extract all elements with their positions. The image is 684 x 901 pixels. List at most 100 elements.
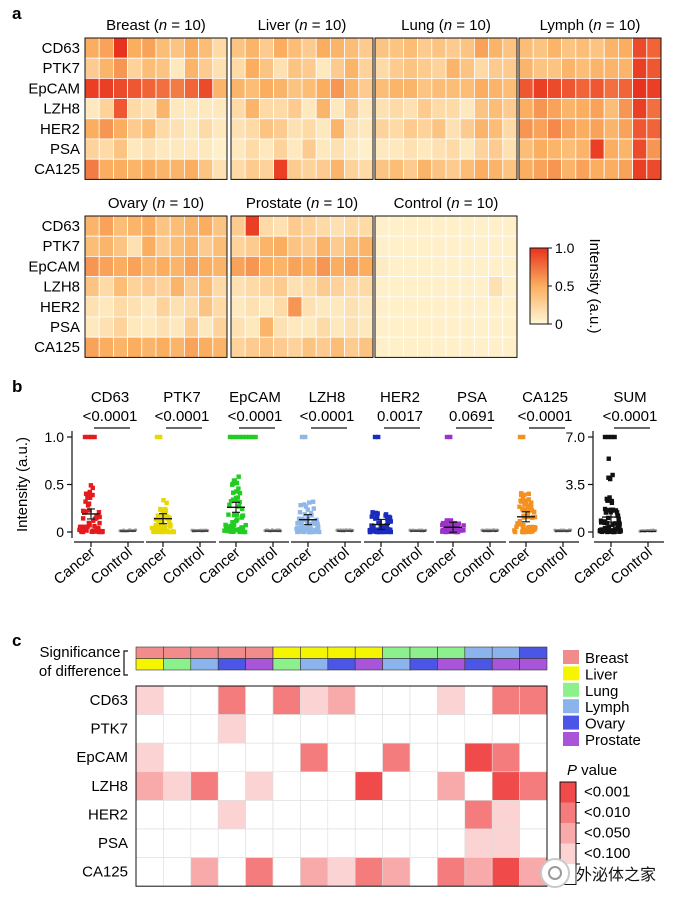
- heatmap-cell: [155, 255, 171, 277]
- matrix-cell: [245, 800, 274, 830]
- heatmap-cell: [344, 336, 360, 358]
- marker-title: CD63: [91, 389, 129, 406]
- heatmap-cell: [431, 235, 447, 257]
- heatmap-cell: [473, 235, 489, 257]
- cancer-point: [297, 510, 303, 515]
- matrix-cell: [217, 800, 246, 830]
- heatmap-cell: [287, 78, 303, 100]
- heatmap-cell: [561, 98, 577, 120]
- heatmap-cell: [589, 158, 605, 180]
- cancer-point: [526, 497, 531, 502]
- heatmap-cell: [113, 255, 129, 277]
- heatmap-cell: [169, 158, 185, 180]
- heatmap-cell: [518, 138, 534, 160]
- heatmap-cell: [230, 118, 246, 140]
- matrix-cell: [190, 685, 219, 715]
- comparison-group-a: [519, 646, 548, 659]
- cancer-point: [92, 516, 98, 521]
- heatmap-cell: [212, 98, 228, 120]
- heatmap-cell: [358, 78, 374, 100]
- heatmap-cell: [445, 57, 461, 79]
- cancer-point: [461, 528, 466, 533]
- heatmap-cell: [518, 78, 534, 100]
- matrix-cell: [135, 800, 164, 830]
- cancer-point: [224, 526, 229, 532]
- heatmap-cell: [459, 336, 475, 358]
- heatmap-cell: [141, 316, 157, 338]
- heatmap-cell: [632, 37, 648, 59]
- heatmap-cell: [603, 57, 619, 79]
- heatmap-cell: [459, 78, 475, 100]
- cancer-point: [237, 526, 243, 532]
- heatmap-cell: [301, 255, 317, 277]
- heatmap-cell: [344, 276, 360, 298]
- heatmap-cell: [230, 98, 246, 120]
- heatmap-cell: [603, 138, 619, 160]
- cancer-point: [228, 528, 233, 533]
- heatmap-cell: [388, 57, 404, 79]
- heatmap-cell: [502, 255, 518, 277]
- matrix-cell: [437, 800, 466, 830]
- heatmap-cell: [431, 316, 447, 338]
- heatmap-cell: [98, 276, 114, 298]
- matrix-cell: [272, 714, 301, 744]
- colorbar-label: Intensity (a.u.): [586, 238, 603, 333]
- matrix-cell: [272, 685, 301, 715]
- cancer-point: [90, 492, 95, 498]
- heatmap-cell: [358, 138, 374, 160]
- p-legend-title: P value: [567, 762, 617, 779]
- heatmap-cell: [141, 118, 157, 140]
- matrix-row-label: LZH8: [91, 778, 128, 795]
- marker-title: CA125: [522, 389, 568, 406]
- cancer-point: [236, 474, 241, 479]
- marker-title: PSA: [457, 389, 487, 406]
- heatmap-cell: [113, 98, 129, 120]
- matrix-cell: [300, 714, 329, 744]
- cancer-point: [90, 485, 95, 491]
- heatmap-cell: [315, 98, 331, 120]
- matrix-cell: [217, 714, 246, 744]
- cancer-point: [455, 525, 460, 531]
- heatmap-cell: [212, 57, 228, 79]
- heatmap-cell: [273, 158, 289, 180]
- heatmap-title: Breast (n = 10): [106, 17, 206, 34]
- heatmap-cell: [329, 138, 345, 160]
- comparison-group-b: [409, 658, 438, 671]
- cancer-point: [157, 520, 162, 526]
- heatmap-cell: [618, 98, 634, 120]
- cancer-point: [301, 526, 306, 531]
- heatmap-cell: [127, 57, 143, 79]
- cancer-point: [295, 529, 300, 534]
- heatmap-cell: [127, 78, 143, 100]
- heatmap-title: Lymph (n = 10): [540, 17, 641, 34]
- heatmap-cell: [98, 37, 114, 59]
- comparison-group-a: [217, 646, 246, 659]
- heatmap-cell: [646, 118, 662, 140]
- heatmap-cell: [98, 255, 114, 277]
- cancer-point: [232, 478, 237, 483]
- cancer-point: [250, 434, 255, 440]
- heatmap-cell: [273, 215, 289, 237]
- matrix-cell: [135, 685, 164, 715]
- comparison-group-b: [272, 658, 301, 671]
- cancer-point: [87, 489, 93, 495]
- cancer-point: [370, 510, 375, 515]
- heatmap-cell: [618, 78, 634, 100]
- heatmap-cell: [603, 78, 619, 100]
- heatmap-cell: [183, 78, 199, 100]
- heatmap-cell: [374, 138, 390, 160]
- heatmap-cell: [374, 235, 390, 257]
- significance-label-line1: Significance: [40, 644, 121, 661]
- heatmap-cell: [417, 118, 433, 140]
- heatmap-cell: [518, 118, 534, 140]
- heatmap-cell: [98, 78, 114, 100]
- heatmap-cell: [358, 57, 374, 79]
- heatmap-cell: [113, 235, 129, 257]
- heatmap-row-label: LZH8: [43, 101, 80, 118]
- heatmap-row-label: HER2: [40, 121, 80, 138]
- heatmap-cell: [155, 336, 171, 358]
- heatmap-title: Ovary (n = 10): [108, 195, 204, 212]
- cancer-point: [156, 524, 162, 529]
